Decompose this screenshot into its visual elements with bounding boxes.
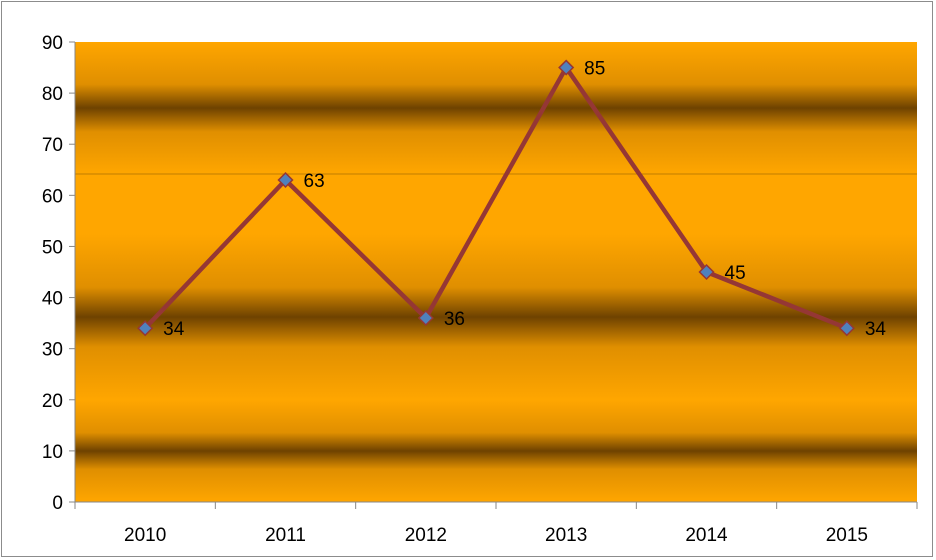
y-tick-label: 50 xyxy=(42,237,63,258)
data-label: 34 xyxy=(163,319,185,340)
x-tick-label: 2011 xyxy=(265,525,306,546)
data-point-marker xyxy=(417,309,434,327)
y-tick-label: 30 xyxy=(42,340,63,361)
plot-band-2 xyxy=(75,234,917,400)
data-point-marker xyxy=(838,320,855,337)
y-tick-label: 70 xyxy=(42,135,63,156)
y-tick-label: 0 xyxy=(52,493,63,514)
y-tick-label: 20 xyxy=(42,391,63,412)
series-layer: 34 63 36 85 45 34 xyxy=(137,59,887,340)
x-tick-label: 2014 xyxy=(685,525,728,546)
axes: 0 10 20 30 40 50 60 70 80 90 2010 2011 2012 2013 2014 2… xyxy=(42,33,918,546)
x-tick-label: 2010 xyxy=(124,525,166,546)
data-label: 34 xyxy=(865,319,887,340)
y-tick-label: 60 xyxy=(42,186,63,207)
y-tick-label: 80 xyxy=(42,84,63,105)
plot-band-3 xyxy=(75,400,917,502)
data-label: 36 xyxy=(444,309,465,330)
x-tick-label: 2015 xyxy=(826,525,868,546)
data-point-marker xyxy=(277,171,294,189)
plot-area-background xyxy=(75,42,917,502)
x-tick-label: 2013 xyxy=(545,525,587,546)
y-tick-label: 90 xyxy=(42,33,63,54)
y-tick-label: 40 xyxy=(42,289,63,310)
data-label: 85 xyxy=(584,59,605,80)
data-point-marker xyxy=(137,320,154,337)
data-point-marker xyxy=(698,263,715,281)
data-label: 63 xyxy=(304,171,325,192)
data-point-marker xyxy=(558,59,575,76)
y-tick-label: 10 xyxy=(42,442,63,463)
series-line xyxy=(143,65,848,331)
data-label: 45 xyxy=(725,263,746,284)
x-tick-label: 2012 xyxy=(405,525,447,546)
plot-band-1 xyxy=(75,42,917,174)
